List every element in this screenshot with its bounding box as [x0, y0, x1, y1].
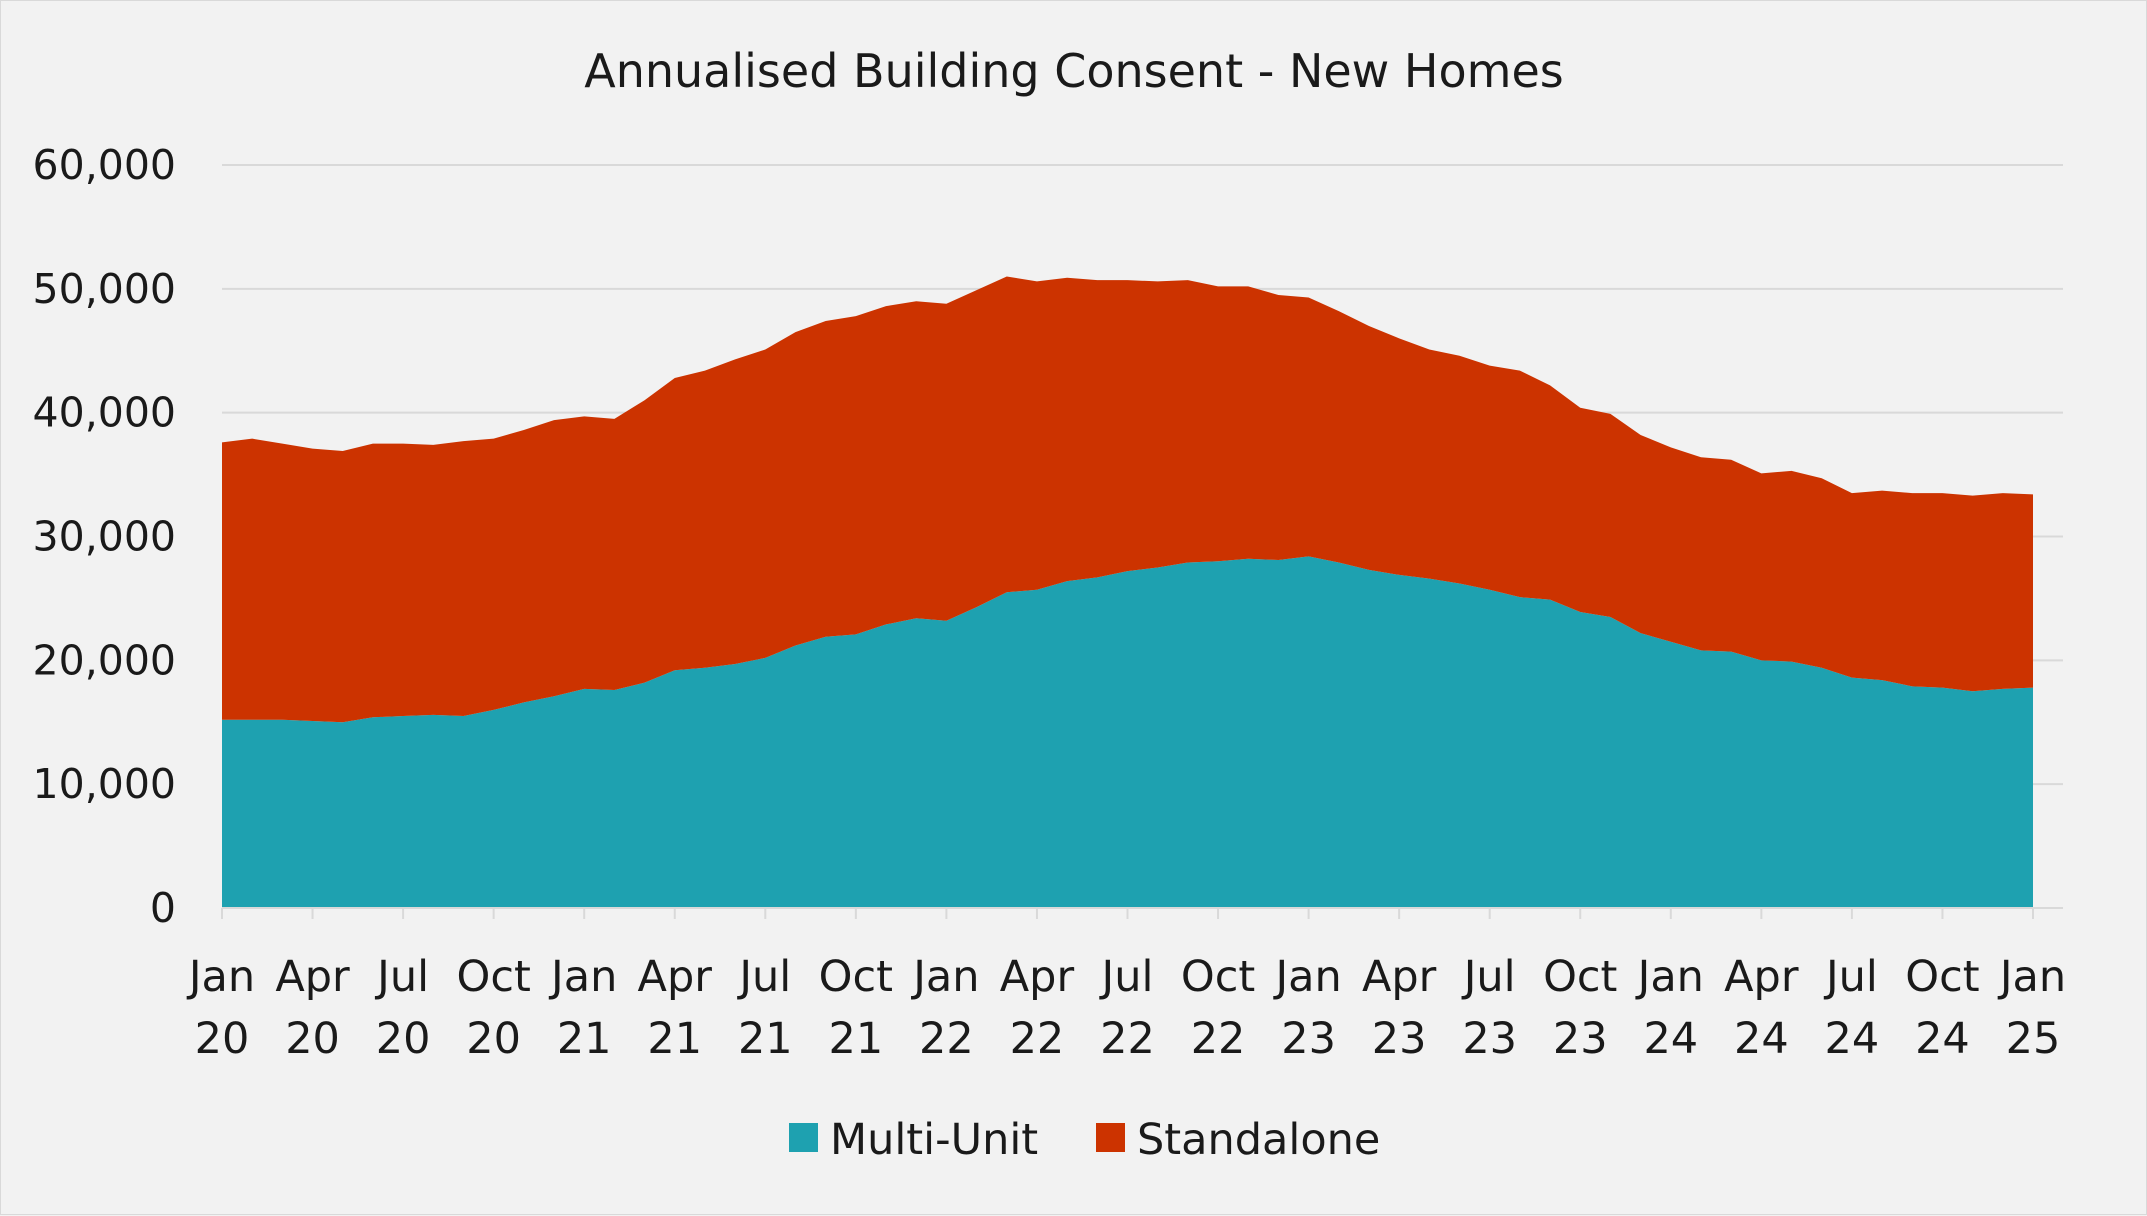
x-tick-label-year-3: 20 — [466, 1014, 521, 1064]
x-tick-label-month-1: Apr — [275, 952, 350, 1002]
legend: Multi-Unit Standalone — [789, 1115, 1380, 1165]
x-tick-label-year-10: 22 — [1100, 1014, 1155, 1064]
x-tick-label-month-8: Jan — [910, 952, 979, 1002]
x-tick-label-month-17: Apr — [1724, 952, 1799, 1002]
x-tick-label-month-5: Apr — [638, 952, 713, 1002]
x-tick-label-year-2: 20 — [376, 1014, 431, 1064]
x-tick-label-year-12: 23 — [1281, 1014, 1336, 1064]
y-tick-label-3: 30,000 — [33, 513, 176, 561]
x-tick-label-month-2: Jul — [374, 952, 429, 1002]
x-tick-label-year-9: 22 — [1010, 1014, 1065, 1064]
legend-label-multi-unit: Multi-Unit — [830, 1115, 1038, 1165]
x-tick-label-month-16: Jan — [1635, 952, 1704, 1002]
x-tick-label-month-9: Apr — [1000, 952, 1075, 1002]
x-tick-label-month-13: Apr — [1362, 952, 1437, 1002]
x-tick-label-month-3: Oct — [456, 952, 530, 1002]
x-tick-label-month-10: Jul — [1099, 952, 1154, 1002]
x-tick-label-year-4: 21 — [557, 1014, 612, 1064]
x-tick-label-month-4: Jan — [548, 952, 617, 1002]
x-tick-label-month-11: Oct — [1181, 952, 1255, 1002]
x-tick-label-year-19: 24 — [1915, 1014, 1970, 1064]
y-tick-label-5: 50,000 — [33, 265, 176, 313]
y-tick-label-0: 0 — [150, 884, 176, 932]
y-tick-label-6: 60,000 — [33, 141, 176, 189]
x-tick-label-month-6: Jul — [736, 952, 791, 1002]
x-axis-tick-labels: Jan 20 Apr 20 Jul 20 Oct 20 Jan 21 Apr 21 Jul 21 Oct 21… — [186, 952, 2066, 1064]
chart-title: Annualised Building Consent - New Homes — [584, 44, 1563, 98]
x-tick-label-year-16: 24 — [1643, 1014, 1698, 1064]
x-tick-label-year-13: 23 — [1372, 1014, 1427, 1064]
legend-swatch-multi-unit — [789, 1123, 818, 1152]
area-standalone — [222, 276, 2033, 723]
legend-label-standalone: Standalone — [1137, 1115, 1380, 1165]
x-tick-label-year-0: 20 — [195, 1014, 250, 1064]
x-tick-label-year-18: 24 — [1825, 1014, 1880, 1064]
x-tick-label-month-20: Jan — [1997, 952, 2066, 1002]
x-tick-label-month-14: Jul — [1461, 952, 1516, 1002]
x-tick-label-year-17: 24 — [1734, 1014, 1789, 1064]
x-tick-label-year-1: 20 — [285, 1014, 340, 1064]
x-tick-label-year-8: 22 — [919, 1014, 974, 1064]
x-tick-label-month-15: Oct — [1543, 952, 1617, 1002]
x-tick-label-year-5: 21 — [647, 1014, 702, 1064]
y-tick-label-2: 20,000 — [33, 636, 176, 684]
x-tick-label-month-18: Jul — [1823, 952, 1878, 1002]
x-tick-label-year-15: 23 — [1553, 1014, 1608, 1064]
x-tick-label-month-7: Oct — [819, 952, 893, 1002]
y-tick-label-4: 40,000 — [33, 389, 176, 437]
area-multi-unit — [222, 556, 2033, 908]
x-tick-label-year-20: 25 — [2006, 1014, 2061, 1064]
x-axis — [221, 907, 2063, 919]
x-tick-label-year-6: 21 — [738, 1014, 793, 1064]
y-axis-tick-labels: 0 10,000 20,000 30,000 40,000 50,000 60,000 — [33, 141, 176, 932]
x-tick-label-month-19: Oct — [1905, 952, 1979, 1002]
x-tick-label-year-7: 21 — [828, 1014, 883, 1064]
x-tick-label-year-11: 22 — [1191, 1014, 1246, 1064]
y-tick-label-1: 10,000 — [33, 760, 176, 808]
area-series — [222, 276, 2033, 908]
legend-swatch-standalone — [1096, 1123, 1125, 1152]
x-tick-label-month-12: Jan — [1272, 952, 1341, 1002]
x-tick-label-month-0: Jan — [186, 952, 255, 1002]
x-tick-label-year-14: 23 — [1462, 1014, 1517, 1064]
